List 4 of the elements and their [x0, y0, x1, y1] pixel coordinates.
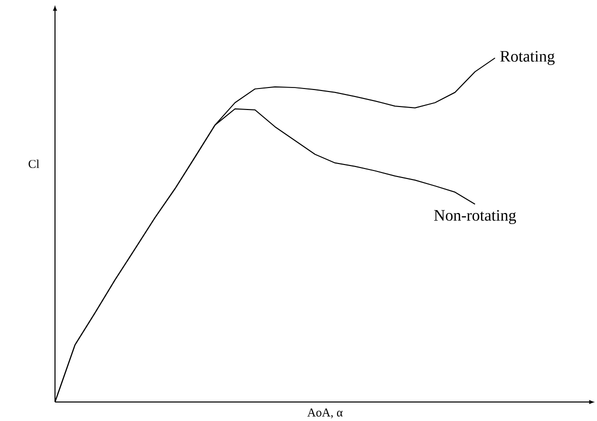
series-label: Non-rotating [434, 210, 516, 224]
x-axis-title: AoA, α [307, 408, 343, 418]
y-axis-title: Cl [28, 160, 40, 168]
series-label: Rotating [500, 50, 555, 65]
